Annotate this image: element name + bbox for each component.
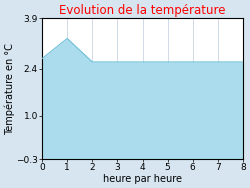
X-axis label: heure par heure: heure par heure: [103, 174, 182, 184]
Y-axis label: Température en °C: Température en °C: [4, 43, 15, 135]
Title: Evolution de la température: Evolution de la température: [59, 4, 226, 17]
